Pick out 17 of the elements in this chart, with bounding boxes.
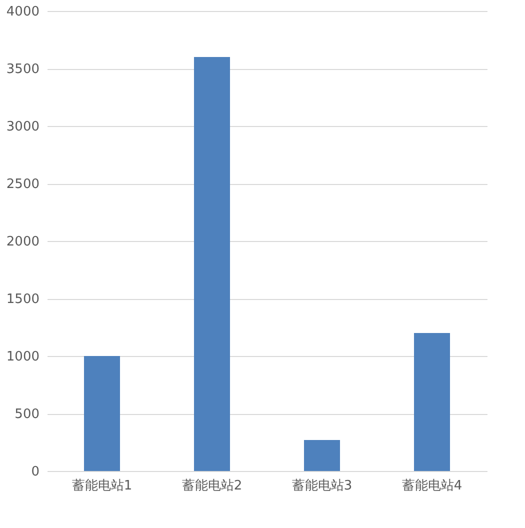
y-tick-label: 4000 [6, 4, 40, 20]
bar [304, 440, 340, 471]
x-tick-label: 蓄能电站1 [72, 478, 132, 494]
y-tick-label: 0 [31, 464, 40, 480]
y-tick-label: 2500 [6, 177, 40, 192]
x-tick-label: 蓄能电站4 [402, 478, 462, 494]
bar [84, 356, 120, 471]
x-tick-label: 蓄能电站2 [182, 478, 242, 494]
y-tick-label: 500 [14, 407, 40, 422]
x-tick-label: 蓄能电站3 [292, 478, 352, 494]
bar [414, 333, 450, 471]
y-tick-label: 3500 [6, 62, 40, 77]
y-tick-label: 1500 [6, 292, 40, 307]
bar [194, 57, 230, 471]
y-tick-label: 3000 [6, 120, 40, 134]
y-tick-label: 2000 [6, 234, 40, 250]
y-tick-label: 1000 [6, 350, 40, 364]
